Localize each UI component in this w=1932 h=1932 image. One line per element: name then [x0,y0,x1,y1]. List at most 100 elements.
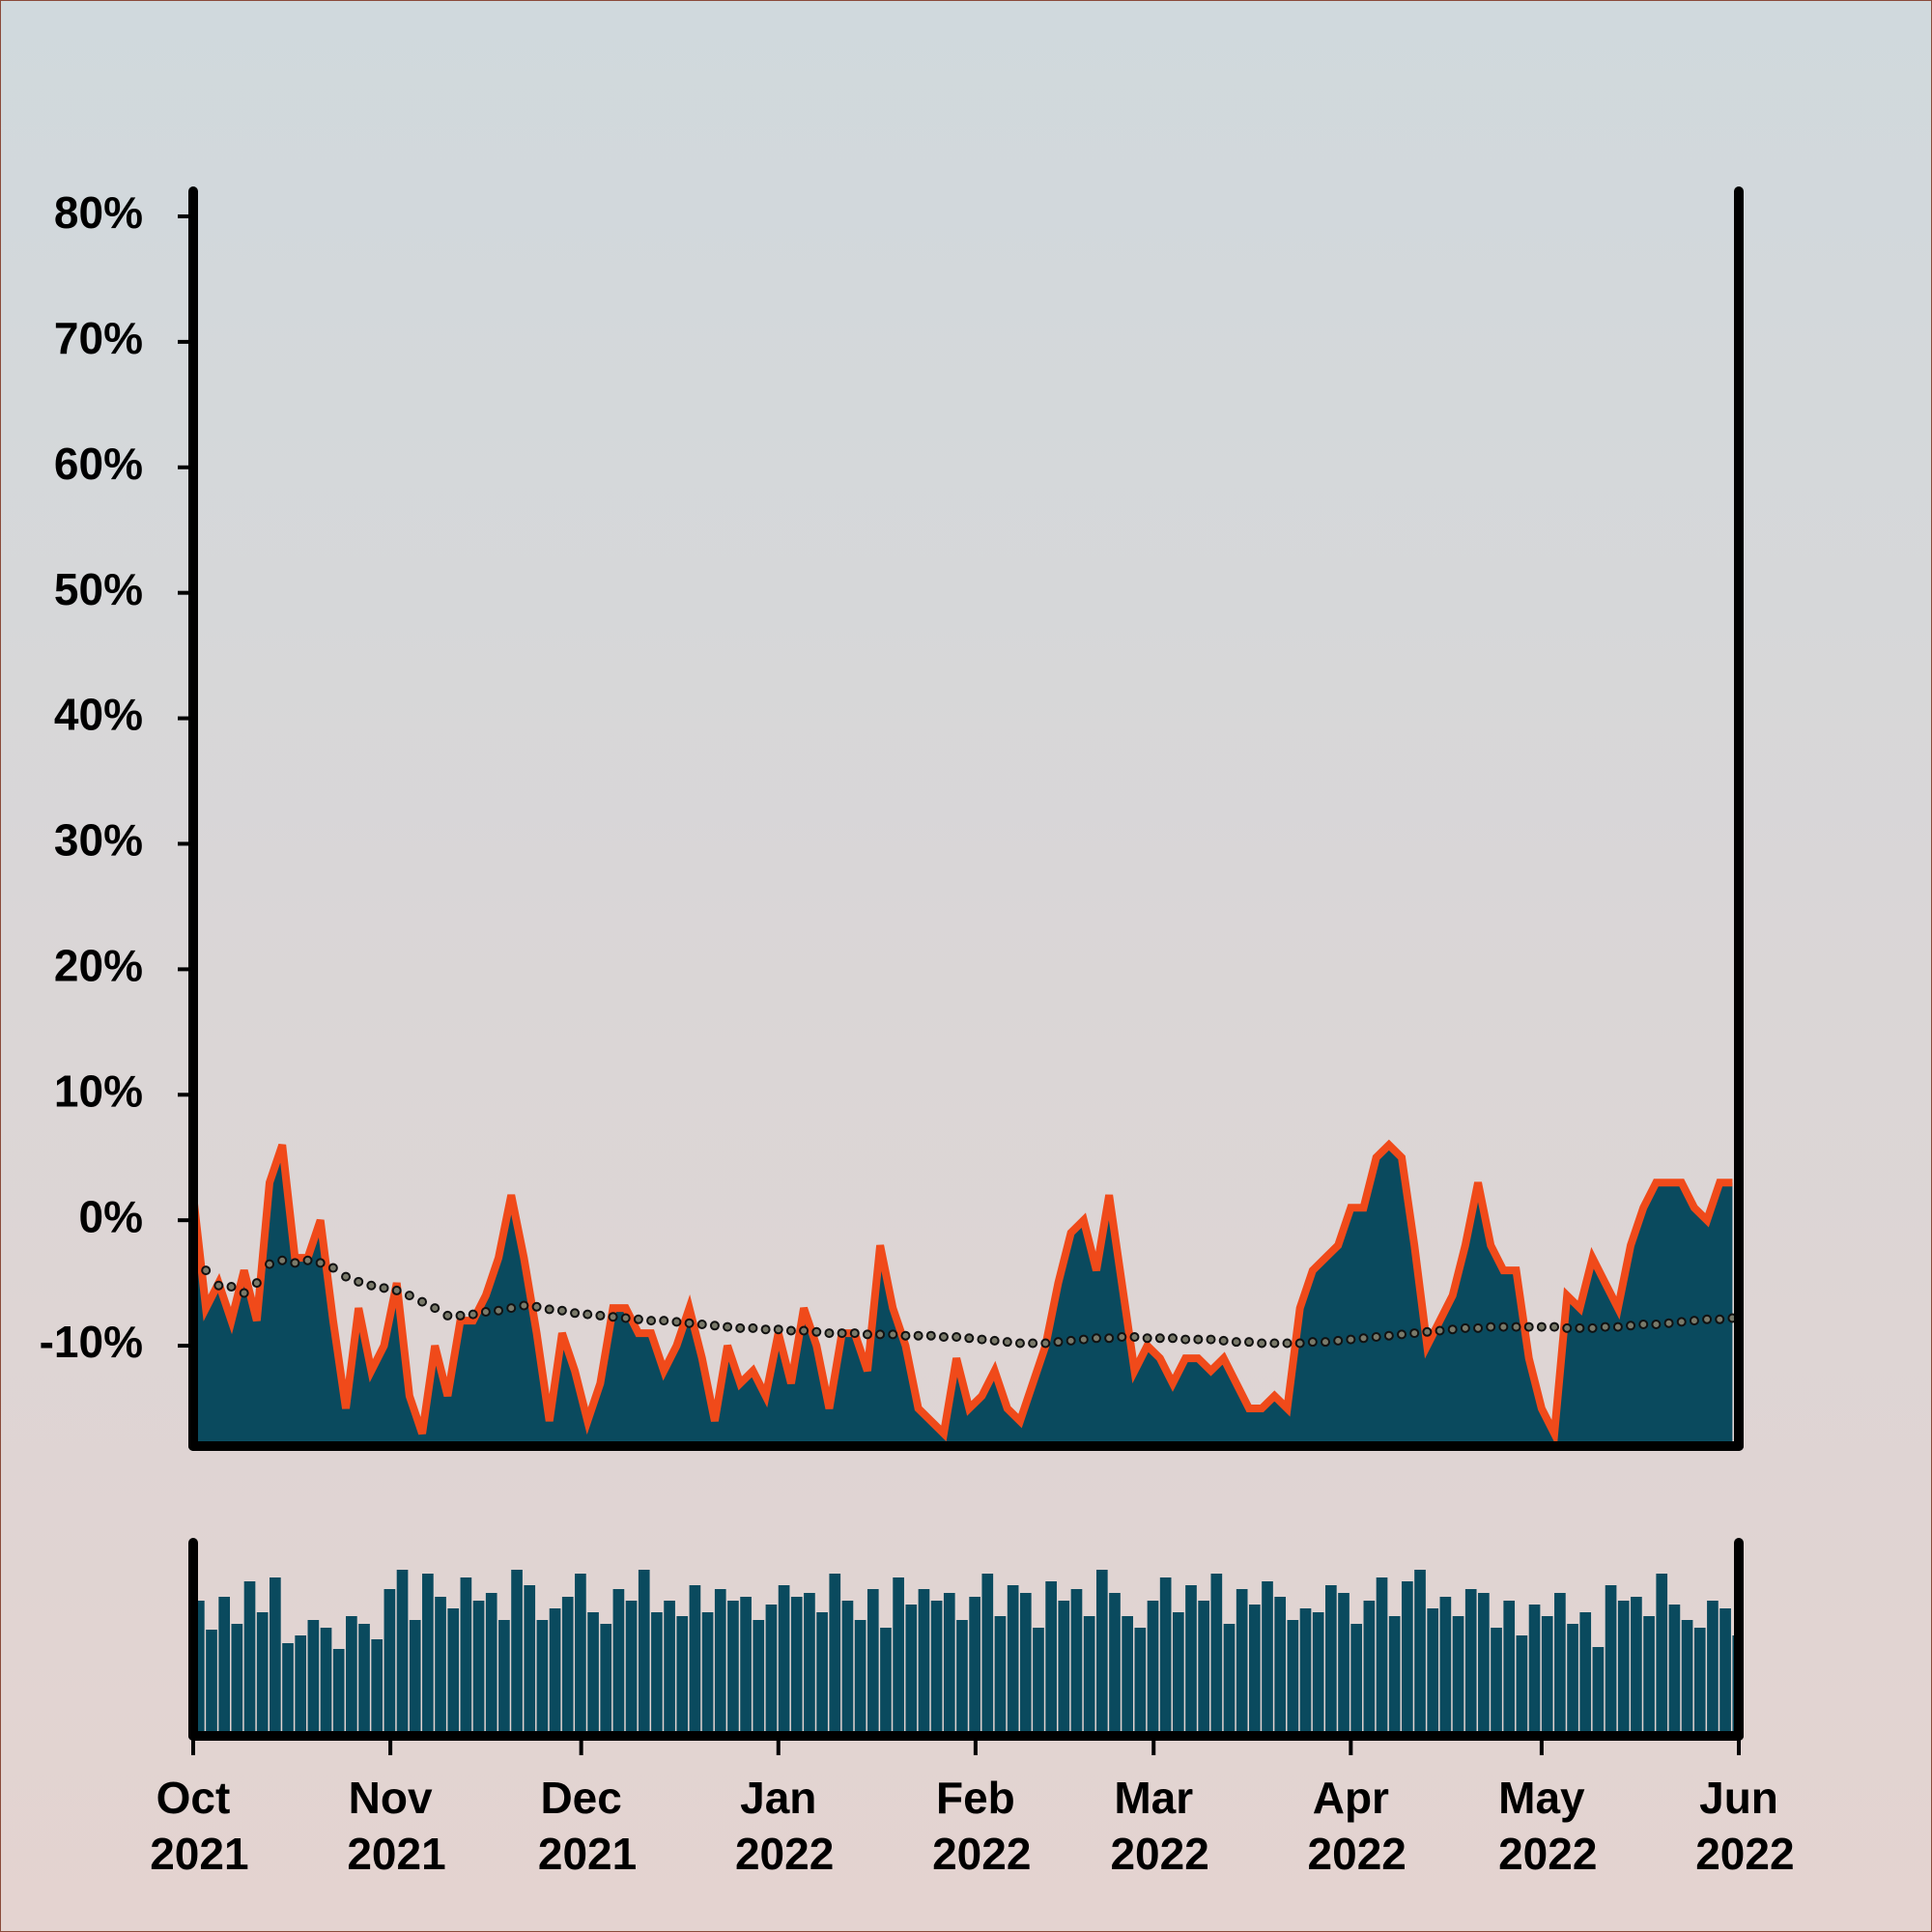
volume-bar [1719,1608,1731,1736]
ma-dot [1002,1337,1012,1348]
y-tick-label: 0% [79,1191,143,1241]
ma-dot [799,1325,810,1336]
volume-bar [371,1639,384,1736]
x-tick-label: Feb 2022 [920,1773,1031,1879]
ma-dot [595,1310,606,1321]
volume-bar [753,1620,765,1736]
ma-dot [1028,1338,1038,1349]
volume-bar [1109,1593,1121,1736]
ma-dot [1231,1337,1241,1348]
volume-bar [841,1601,854,1736]
volume-bar [1656,1574,1668,1736]
ma-dot [1091,1333,1101,1344]
ma-dot [582,1309,593,1320]
ma-dot [366,1280,377,1291]
ma-dot [1358,1333,1369,1344]
volume-bar [384,1589,396,1736]
ma-dot [1447,1324,1458,1335]
ma-dot [811,1326,822,1337]
volume-bar [612,1589,625,1736]
volume-bar [765,1605,778,1736]
volume-bar [193,1601,205,1736]
volume-bar [1478,1593,1490,1736]
y-tick-label: 80% [54,187,143,238]
ma-dot [952,1331,962,1342]
ma-dot [837,1328,847,1339]
volume-bar [981,1574,994,1736]
x-tick-label: Oct 2021 [137,1773,248,1879]
volume-bar [918,1589,930,1736]
volume-bar [1605,1585,1617,1736]
ma-dot [379,1283,389,1293]
volume-bar [1579,1612,1592,1736]
ma-dot [1129,1331,1140,1342]
y-tick-label: 30% [54,815,143,866]
y-tick-label: 20% [54,941,143,991]
ma-dot [748,1322,758,1333]
volume-bar [1019,1593,1032,1736]
x-tick-label-line: Apr [1313,1773,1389,1823]
volume-bar [549,1608,561,1736]
volume-bar [1070,1589,1083,1736]
ma-dot [265,1259,275,1269]
ma-dot [1307,1337,1318,1348]
x-tick-label-line: 2021 [526,1829,637,1879]
ma-dot [341,1271,352,1282]
volume-bar [1452,1616,1464,1736]
volume-bar [880,1628,892,1736]
x-tick-label-line: 2022 [1295,1829,1406,1879]
volume-bar [1159,1577,1172,1736]
volume-bar [664,1601,675,1736]
x-tick-label-line: Mar [1114,1773,1193,1823]
volume-bar [256,1612,269,1736]
volume-bar [1198,1601,1209,1736]
volume-bar [651,1612,663,1736]
ma-dot [1575,1322,1585,1333]
volume-bar [1249,1605,1261,1736]
ma-dot [696,1319,707,1329]
ma-dot [1422,1326,1433,1337]
volume-bar [1363,1601,1376,1736]
ma-dot [1078,1334,1089,1345]
ma-dot [327,1263,338,1273]
volume-bar [1643,1616,1655,1736]
x-tick-label-line: Nov [349,1773,433,1823]
volume-bar [1491,1628,1502,1736]
ma-dot [1117,1331,1127,1342]
volume-bar [778,1585,790,1736]
volume-bar [867,1589,879,1736]
ma-dot [556,1305,567,1316]
x-tick-label-line: 2021 [335,1829,446,1879]
ma-dot [1511,1321,1521,1332]
volume-bar [930,1601,943,1736]
volume-bar [943,1593,955,1736]
y-tick-label: 50% [54,564,143,614]
ma-dot [1600,1321,1610,1332]
volume-bar [1210,1574,1223,1736]
volume-bar [1350,1624,1363,1736]
ma-dot [862,1329,872,1340]
volume-bar [1668,1605,1681,1736]
ma-dot [1689,1316,1699,1326]
x-tick-label: May 2022 [1486,1773,1597,1879]
ma-dot [226,1282,237,1293]
volume-bar [1516,1635,1528,1736]
volume-bar [1376,1577,1388,1736]
ma-dot [1154,1333,1165,1344]
ma-dot [773,1324,783,1335]
y-tick-label: 70% [54,313,143,363]
volume-bar [1172,1612,1184,1736]
volume-bar [498,1620,510,1736]
ma-dot [1193,1334,1204,1345]
ma-dot [1523,1321,1534,1332]
volume-bar [854,1620,867,1736]
volume-bar [346,1616,357,1736]
volume-bar [396,1570,409,1736]
volume-bar [1262,1581,1273,1736]
volume-bar [282,1643,294,1736]
ma-dot [608,1312,618,1322]
price-panel: -10% 0% 10% 20% 30% 40% 50% 60% 70% 80% [40,186,1744,1451]
ma-dot [1321,1337,1331,1348]
